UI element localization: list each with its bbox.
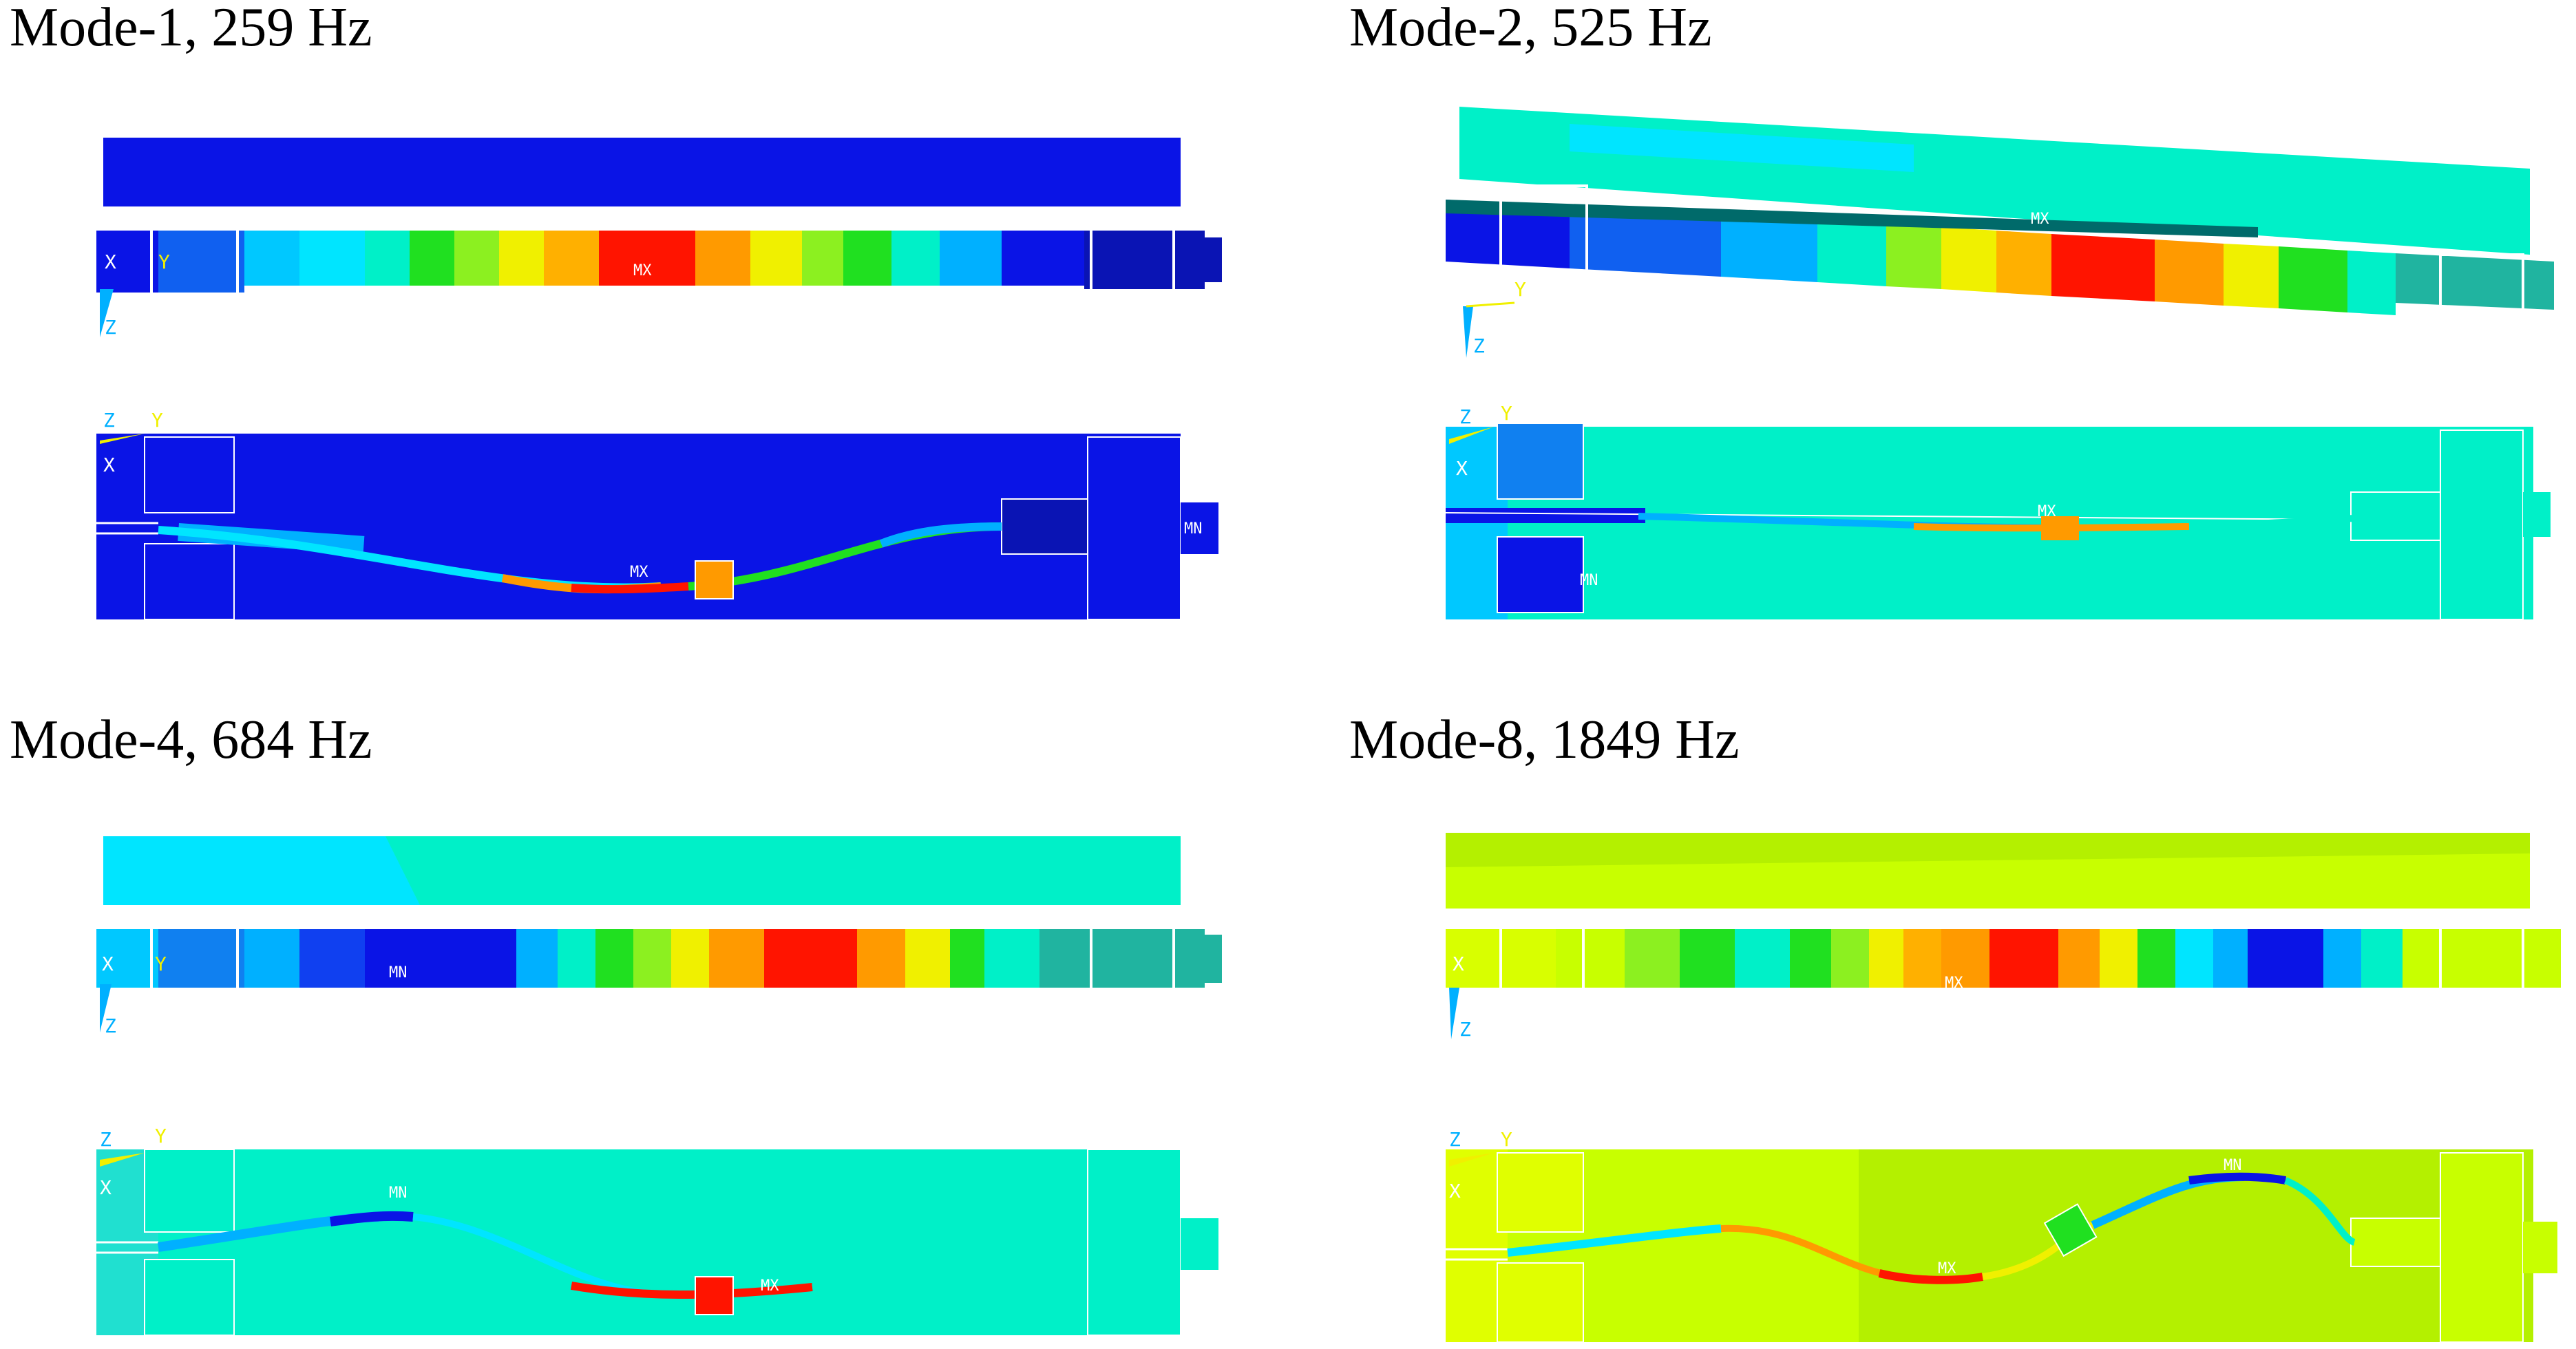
shaft-gradient bbox=[96, 231, 1222, 293]
svg-text:Z: Z bbox=[1459, 406, 1471, 428]
svg-text:X: X bbox=[1456, 457, 1468, 480]
axis-triad-icon: Y Z bbox=[1463, 278, 1526, 358]
mn-label: MN bbox=[2224, 1157, 2242, 1174]
svg-text:Y: Y bbox=[158, 251, 170, 273]
svg-text:X: X bbox=[1449, 1180, 1461, 1202]
svg-text:X: X bbox=[100, 1176, 112, 1199]
mode-2-top-view: MX Y Z bbox=[1446, 107, 2554, 358]
mode-8-title: Mode-8, 1849 Hz bbox=[1349, 710, 1740, 770]
mx-label: MX bbox=[1945, 975, 1963, 992]
svg-text:Z: Z bbox=[1459, 1018, 1471, 1041]
svg-text:Z: Z bbox=[103, 409, 115, 432]
mx-label: MX bbox=[633, 262, 652, 279]
svg-text:X: X bbox=[105, 251, 116, 273]
svg-text:Y: Y bbox=[1501, 406, 1512, 425]
axis-triad-icon: Z Y X bbox=[1449, 1129, 1512, 1202]
svg-text:Y: Y bbox=[151, 409, 163, 432]
mn-label: MN bbox=[389, 1185, 408, 1202]
mn-label: MN bbox=[389, 964, 408, 981]
shaft-gradient bbox=[1446, 929, 2561, 988]
axis-triad-icon: X Z bbox=[1449, 953, 1471, 1041]
mode-2-title: Mode-2, 525 Hz bbox=[1349, 0, 1712, 58]
mode-2-side-view: MX MN Z Y X bbox=[1445, 406, 2551, 620]
shaft-gradient bbox=[1446, 200, 2554, 315]
axis-triad-icon: Z Y X bbox=[100, 409, 163, 476]
axis-triad-icon: X Y Z bbox=[100, 953, 167, 1037]
svg-text:X: X bbox=[102, 953, 114, 975]
svg-text:Z: Z bbox=[100, 1129, 112, 1151]
frame-plate bbox=[103, 138, 1181, 206]
svg-text:Z: Z bbox=[105, 316, 116, 339]
deformed-shaft-curve bbox=[1638, 513, 2355, 532]
mx-label: MX bbox=[2038, 503, 2056, 520]
mode-4-title: Mode-4, 684 Hz bbox=[10, 710, 372, 770]
deformed-shaft-curve bbox=[1507, 1172, 2356, 1284]
mode-1-title: Mode-1, 259 Hz bbox=[10, 0, 372, 58]
svg-text:Y: Y bbox=[155, 953, 167, 975]
mx-label: MX bbox=[630, 564, 648, 581]
svg-text:Y: Y bbox=[1501, 1129, 1512, 1151]
mn-label: MN bbox=[1580, 572, 1598, 589]
svg-text:Z: Z bbox=[1449, 1129, 1461, 1151]
axis-triad-icon: Z Y X bbox=[1449, 406, 1512, 480]
mode-4-top-view: MN X Y Z bbox=[96, 836, 1222, 1037]
svg-text:Z: Z bbox=[105, 1015, 116, 1037]
mode-8-top-view: MX X Z bbox=[1446, 833, 2561, 1041]
mode-1-top-view: MX X Y Z bbox=[96, 138, 1222, 339]
mn-label: MN bbox=[1184, 520, 1203, 538]
mode-1-side-view: MX MN Z Y X bbox=[96, 409, 1218, 620]
axis-triad-icon: Z Y X bbox=[100, 1129, 167, 1199]
mx-label: MX bbox=[1938, 1260, 1956, 1277]
svg-text:X: X bbox=[1453, 953, 1464, 975]
mx-label: MX bbox=[2031, 211, 2049, 228]
mode-4-side-view: MN MX Z Y X bbox=[96, 1129, 1218, 1336]
svg-text:Y: Y bbox=[155, 1129, 167, 1147]
shaft-gradient bbox=[96, 929, 1222, 988]
svg-text:Y: Y bbox=[1514, 278, 1526, 301]
deformed-shaft-curve bbox=[158, 522, 1002, 594]
svg-text:X: X bbox=[103, 454, 115, 476]
deformed-shaft-curve bbox=[157, 1211, 1006, 1299]
svg-text:Z: Z bbox=[1473, 334, 1485, 357]
mx-label: MX bbox=[761, 1277, 779, 1295]
axis-triad-icon: X Y Z bbox=[100, 251, 170, 339]
mode-8-side-view: MN MX Z Y X bbox=[1446, 1129, 2557, 1343]
